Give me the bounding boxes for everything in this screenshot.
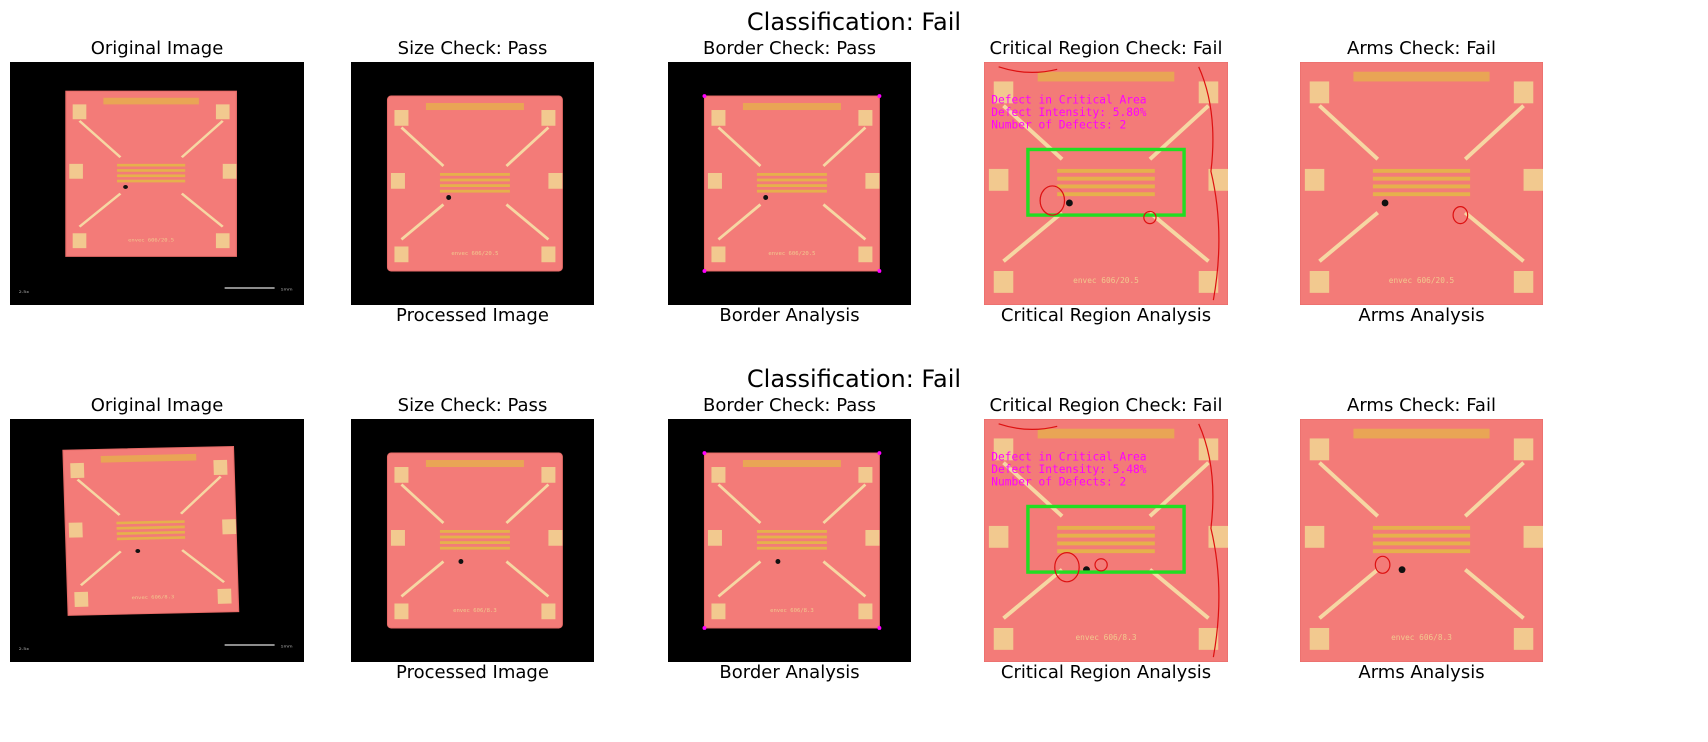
row1-title-arms-check: Arms Check: Fail: [1347, 38, 1496, 59]
row1-processed-image: envec 606/20.5: [351, 62, 594, 305]
row1-original-image: envec 606/20.5 1mm 2.5x: [10, 62, 304, 305]
row2-original-image: envec 606/8.3 1mm 2.5x: [10, 419, 304, 662]
chip-label: envec 606/20.5: [1389, 276, 1455, 285]
row1-critical-image: envec 606/20.5 Defect in Critical Area Def…: [984, 62, 1228, 305]
chip-label: envec 606/20.5: [1073, 276, 1139, 285]
scale-bar-text: 1mm: [280, 644, 292, 649]
chip-label: envec 606/8.3: [1075, 633, 1136, 642]
chip-label: envec 606/20.5: [768, 251, 815, 257]
row2-title-size-check: Size Check: Pass: [397, 395, 548, 416]
scale-bar-text: 1mm: [280, 287, 292, 292]
row2-title-critical-check: Critical Region Check: Fail: [989, 395, 1223, 416]
overlay-text-line: Defect in Critical Area: [991, 93, 1146, 106]
row1-title-border-check: Border Check: Pass: [702, 38, 877, 59]
chip-label: envec 606/20.5: [128, 238, 174, 243]
overlay-text-line: Defect in Critical Area: [991, 450, 1146, 463]
chip-label: envec 606/8.3: [132, 595, 175, 601]
row1-caption-arms: Arms Analysis: [1358, 305, 1485, 326]
critical-region-box: [1026, 504, 1186, 574]
row2-title-border-check: Border Check: Pass: [702, 395, 877, 416]
row1-caption-processed: Processed Image: [396, 305, 549, 326]
row1-caption-critical: Critical Region Analysis: [1000, 305, 1212, 326]
row2-classification-title: Classification: Fail: [746, 365, 962, 393]
row2-processed-image: envec 606/8.3: [351, 419, 594, 662]
row1-classification-title: Classification: Fail: [746, 8, 962, 36]
row2-critical-image: envec 606/8.3 Defect in Critical Area Defe…: [984, 419, 1228, 662]
row2-arms-image: envec 606/8.3: [1300, 419, 1543, 662]
row2-caption-border: Border Analysis: [719, 662, 860, 683]
row1-border-image: envec 606/20.5: [668, 62, 911, 305]
magnification-text: 2.5x: [19, 646, 30, 651]
row1-arms-image: envec 606/20.5: [1300, 62, 1543, 305]
overlay-text-line: Defect Intensity: 5.80%: [991, 106, 1146, 119]
critical-region-box: [1026, 147, 1186, 217]
chip-label: envec 606/8.3: [453, 608, 497, 614]
chip-label: envec 606/20.5: [451, 251, 498, 257]
row2-caption-arms: Arms Analysis: [1358, 662, 1485, 683]
row2-border-image: envec 606/8.3: [668, 419, 911, 662]
row2-title-arms-check: Arms Check: Fail: [1347, 395, 1496, 416]
row2-title-original: Original Image: [90, 395, 224, 416]
row1-title-critical-check: Critical Region Check: Fail: [989, 38, 1223, 59]
chip-label: envec 606/8.3: [1391, 633, 1452, 642]
magnification-text: 2.5x: [19, 289, 30, 294]
chip-label: envec 606/8.3: [770, 608, 814, 614]
row1-title-original: Original Image: [90, 38, 224, 59]
row1-title-size-check: Size Check: Pass: [397, 38, 548, 59]
overlay-text-line: Number of Defects: 2: [991, 119, 1126, 132]
overlay-text-line: Number of Defects: 2: [991, 476, 1126, 489]
row2-caption-critical: Critical Region Analysis: [1000, 662, 1212, 683]
row1-caption-border: Border Analysis: [719, 305, 860, 326]
row2-caption-processed: Processed Image: [396, 662, 549, 683]
overlay-text-line: Defect Intensity: 5.48%: [991, 463, 1146, 476]
